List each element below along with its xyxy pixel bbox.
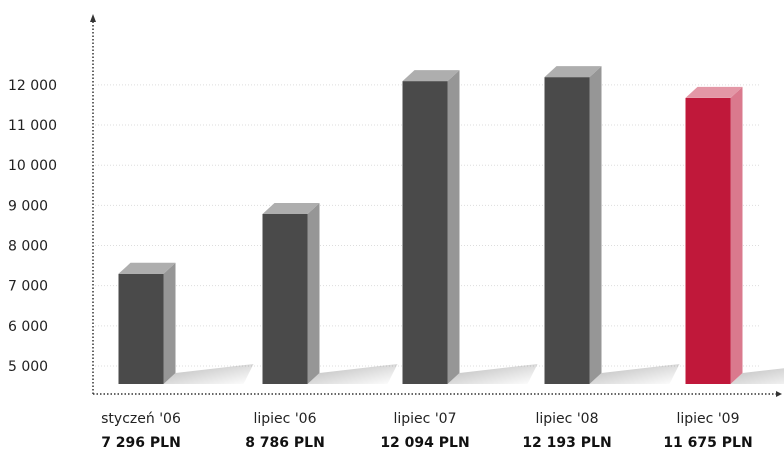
category-label: lipiec '06 [254, 411, 317, 427]
category-label: lipiec '09 [677, 411, 740, 427]
bar-front [262, 213, 308, 384]
bar-5 [685, 86, 743, 384]
bar-top [262, 202, 320, 214]
bar-2 [262, 202, 320, 384]
labels: 5 000 6 000 7 000 8 000 9 000 10 000 11 000 12 … [8, 78, 753, 451]
y-axis-arrow [90, 14, 96, 22]
bar-shadow [163, 364, 254, 384]
y-tick-label: 10 000 [8, 158, 57, 174]
bar-1 [118, 262, 176, 384]
y-tick-label: 5 000 [8, 359, 48, 375]
category-label: styczeń '06 [101, 411, 181, 427]
y-tick-label: 11 000 [8, 118, 57, 134]
bar-front [118, 273, 164, 384]
bar-4 [544, 66, 602, 384]
bar-3 [402, 70, 460, 385]
y-tick-label: 7 000 [8, 279, 48, 295]
axes [90, 14, 782, 397]
y-tick-label: 6 000 [8, 319, 48, 335]
value-label: 8 786 PLN [245, 435, 325, 451]
bar-side [307, 202, 320, 384]
bar-shadow [730, 368, 784, 384]
category-label: lipiec '08 [536, 411, 599, 427]
bar-shadow [447, 364, 538, 384]
bar-top [402, 70, 460, 82]
bar-side [730, 86, 743, 384]
value-label: 12 193 PLN [522, 435, 611, 451]
bar-top [544, 66, 602, 78]
value-label: 12 094 PLN [380, 435, 469, 451]
value-label: 11 675 PLN [663, 435, 752, 451]
bar-shadows [163, 364, 784, 384]
bar-front [685, 97, 731, 384]
bar-shadow [589, 364, 680, 384]
x-axis-arrow [776, 391, 782, 397]
bar-front [544, 77, 590, 384]
bar-shadow [307, 364, 398, 384]
bars [118, 66, 743, 385]
y-tick-label: 9 000 [8, 198, 48, 214]
category-label: lipiec '07 [394, 411, 457, 427]
bar-side [447, 70, 460, 385]
bar-top [685, 86, 743, 98]
bar-top [118, 262, 176, 274]
y-tick-label: 12 000 [8, 78, 57, 94]
value-label: 7 296 PLN [101, 435, 181, 451]
bar-side [163, 262, 176, 384]
bar-front [402, 81, 448, 385]
y-tick-label: 8 000 [8, 239, 48, 255]
bar-side [589, 66, 602, 384]
